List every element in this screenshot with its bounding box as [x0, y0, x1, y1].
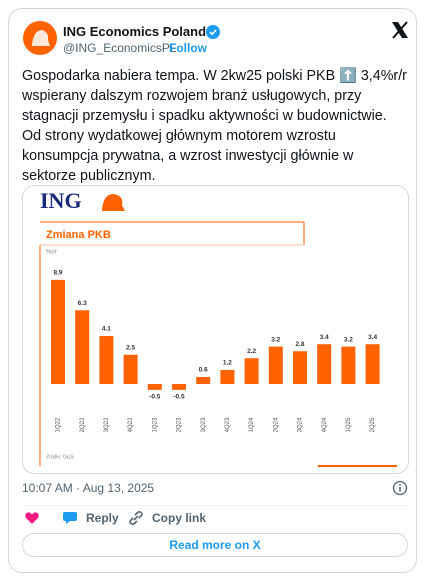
value-label: -0.5: [149, 394, 161, 401]
x-tick-label: 1Q22: [56, 417, 62, 432]
bar: [123, 354, 138, 384]
reply-button[interactable]: Reply: [86, 511, 119, 525]
read-more-button[interactable]: Read more on X: [22, 533, 408, 557]
logo-lion: [102, 193, 125, 211]
value-label: 2.2: [247, 348, 256, 355]
reply-icon[interactable]: [62, 511, 78, 525]
chart-source: Źródło: GUS: [46, 453, 74, 460]
x-logo[interactable]: [391, 21, 409, 39]
x-tick-label: 2Q25: [370, 417, 376, 432]
separator: ·: [161, 41, 165, 55]
chart-subtitle: %r/r: [46, 250, 57, 256]
bar: [147, 384, 162, 390]
x-tick-label: 2Q23: [177, 417, 183, 432]
x-tick-label: 4Q23: [225, 417, 231, 432]
author-handle[interactable]: @ING_EconomicsPL: [63, 41, 177, 55]
value-label: -0.5: [173, 394, 185, 401]
x-tick-label: 2Q24: [273, 417, 279, 432]
copy-link-button[interactable]: Copy link: [152, 511, 207, 525]
value-label: 3.2: [271, 336, 280, 343]
chart-image[interactable]: ING Zmiana PKB %r/r Źródło: GUS 8.9 1Q22 6…: [22, 185, 409, 474]
follow-link[interactable]: Follow: [169, 41, 207, 55]
x-tick-label: 1Q23: [152, 417, 158, 432]
info-icon[interactable]: [392, 480, 408, 496]
x-tick-label: 3Q23: [201, 417, 207, 432]
bar: [99, 336, 114, 384]
bar: [196, 376, 211, 384]
x-tick-label: 4Q24: [322, 417, 328, 432]
bar: [341, 346, 356, 384]
timestamp[interactable]: 10:07 AM · Aug 13, 2025: [22, 481, 155, 495]
x-tick-label: 3Q22: [104, 417, 110, 432]
verified-badge: [206, 25, 220, 39]
link-icon[interactable]: [128, 511, 144, 525]
value-label: 4.1: [102, 326, 111, 333]
value-label: 3.4: [368, 334, 377, 341]
value-label: 3.2: [344, 336, 353, 343]
bar: [75, 310, 90, 384]
bar: [172, 384, 186, 390]
tweet-card: [8, 8, 417, 573]
value-label: 3.4: [320, 334, 329, 341]
value-label: 8.9: [53, 270, 62, 277]
like-icon[interactable]: [24, 511, 40, 525]
value-label: 1.2: [223, 360, 232, 367]
x-tick-label: 2Q22: [80, 417, 86, 432]
x-tick-label: 1Q25: [346, 417, 352, 432]
bar: [293, 351, 307, 384]
bar: [51, 279, 65, 384]
bar: [365, 344, 380, 384]
value-label: 0.6: [199, 367, 208, 374]
x-tick-label: 3Q24: [298, 417, 304, 432]
bar: [244, 358, 259, 384]
x-tick-label: 4Q22: [128, 417, 134, 432]
bar: [220, 369, 235, 384]
bar: [317, 344, 332, 384]
x-tick-label: 1Q24: [249, 417, 255, 432]
value-label: 6.3: [78, 300, 87, 307]
value-label: 2.5: [126, 344, 135, 351]
logo-text: ING: [40, 188, 82, 213]
value-label: 2.8: [295, 341, 304, 348]
avatar[interactable]: [22, 20, 58, 56]
chart-title: Zmiana PKB: [46, 229, 111, 241]
bar: [268, 346, 283, 384]
author-name[interactable]: ING Economics Poland: [63, 24, 207, 39]
divider: [22, 505, 408, 506]
tweet-text: Gospodarka nabiera tempa. W 2kw25 polski…: [22, 68, 407, 184]
